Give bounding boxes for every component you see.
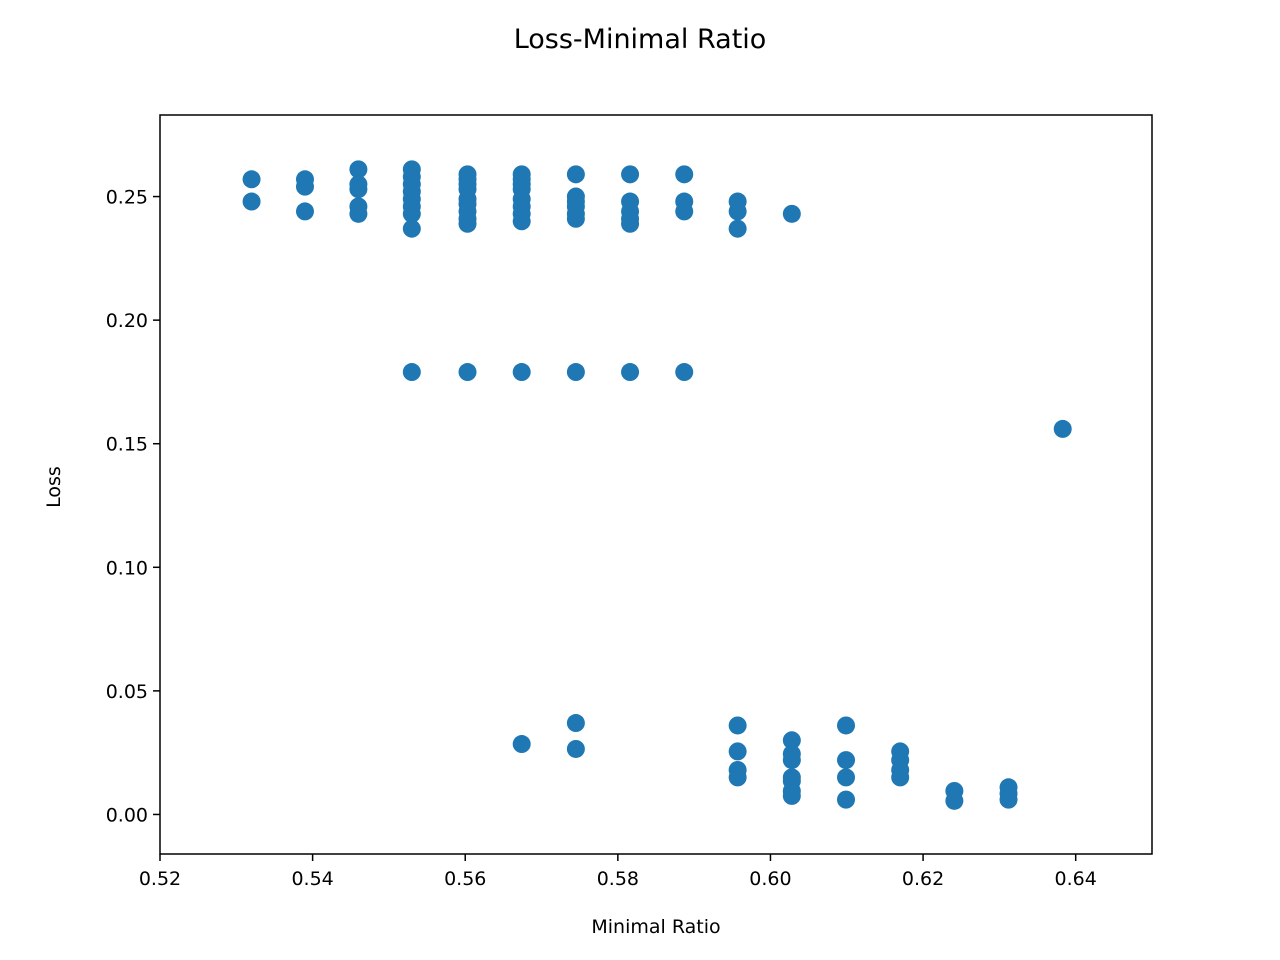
data-point <box>566 209 585 228</box>
y-axis: 0.00 0.05 0.10 0.15 0.20 0.25 <box>106 187 160 826</box>
x-tick-label: 0.64 <box>1055 868 1097 890</box>
data-point <box>1053 419 1072 438</box>
y-tick-label: 0.25 <box>106 187 148 209</box>
data-point <box>402 204 421 223</box>
data-point <box>837 768 856 787</box>
y-tick-label: 0.05 <box>106 681 148 703</box>
data-point <box>566 165 585 184</box>
data-point <box>349 204 368 223</box>
data-point <box>566 714 585 733</box>
chart-title: Loss-Minimal Ratio <box>514 24 767 55</box>
data-point <box>242 192 261 211</box>
data-point <box>349 180 368 199</box>
data-point <box>782 751 801 770</box>
x-tick-label: 0.62 <box>902 868 944 890</box>
data-point <box>512 363 531 382</box>
data-point <box>295 177 314 196</box>
x-tick-label: 0.54 <box>291 868 333 890</box>
data-point <box>242 170 261 189</box>
x-axis-label: Minimal Ratio <box>591 916 720 938</box>
data-point <box>728 768 747 787</box>
data-point <box>675 202 694 221</box>
data-point <box>512 735 531 754</box>
data-point <box>782 786 801 805</box>
data-point <box>837 751 856 770</box>
data-point <box>675 165 694 184</box>
data-point <box>458 214 477 233</box>
data-point <box>621 363 640 382</box>
data-point <box>621 165 640 184</box>
data-point <box>837 790 856 809</box>
data-point <box>402 363 421 382</box>
data-point <box>891 768 910 787</box>
data-points <box>242 160 1072 810</box>
data-point <box>566 363 585 382</box>
data-point <box>728 742 747 761</box>
data-point <box>728 716 747 735</box>
data-point <box>349 160 368 179</box>
data-point <box>782 204 801 223</box>
data-point <box>728 219 747 238</box>
data-point <box>999 790 1018 809</box>
x-tick-label: 0.58 <box>597 868 639 890</box>
data-point <box>295 202 314 221</box>
x-tick-label: 0.52 <box>139 868 181 890</box>
y-tick-label: 0.15 <box>106 434 148 456</box>
x-tick-label: 0.60 <box>749 868 791 890</box>
data-point <box>512 212 531 231</box>
y-tick-label: 0.10 <box>106 557 148 579</box>
y-tick-label: 0.20 <box>106 310 148 332</box>
data-point <box>945 791 964 810</box>
x-tick-label: 0.56 <box>444 868 486 890</box>
data-point <box>566 739 585 758</box>
data-point <box>728 202 747 221</box>
y-tick-label: 0.00 <box>106 804 148 826</box>
data-point <box>675 363 694 382</box>
data-point <box>782 731 801 750</box>
data-point <box>402 219 421 238</box>
data-point <box>621 214 640 233</box>
plot-area <box>159 114 1153 855</box>
x-axis: 0.52 0.54 0.56 0.58 0.60 0.62 0.64 <box>139 854 1097 890</box>
data-point <box>837 716 856 735</box>
data-point <box>458 363 477 382</box>
y-axis-label: Loss <box>43 466 65 508</box>
